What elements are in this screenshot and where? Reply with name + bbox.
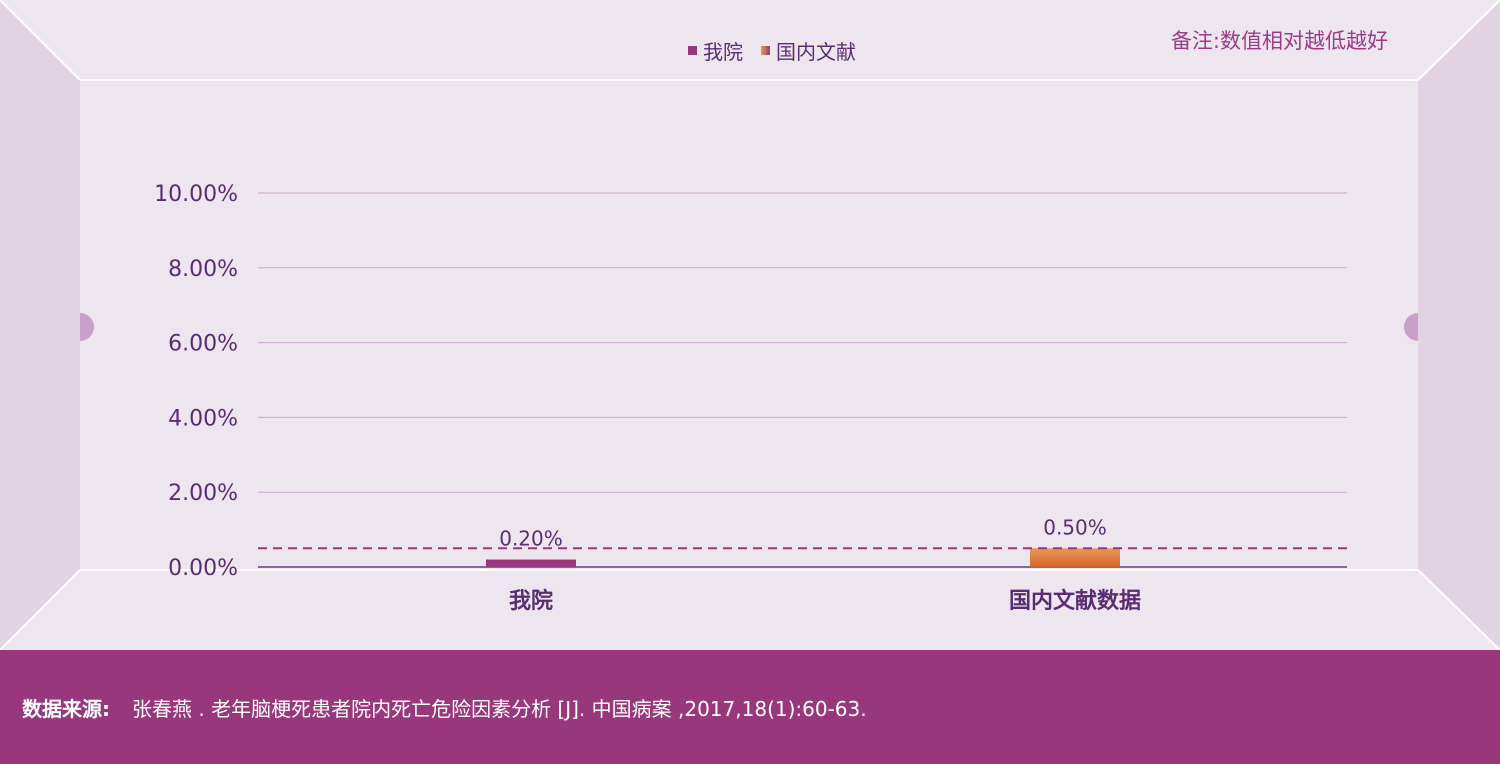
right-tab-decoration bbox=[1404, 313, 1418, 341]
footer-source-label: 数据来源: bbox=[22, 696, 110, 721]
x-tick-label: 国内文献数据 bbox=[1009, 588, 1141, 614]
footer-source-bar: 数据来源: 张春燕 . 老年脑梗死患者院内死亡危险因素分析 [J]. 中国病案 … bbox=[0, 650, 1500, 764]
y-tick-label: 2.00% bbox=[168, 481, 238, 506]
bar bbox=[486, 559, 576, 567]
x-tick-label: 我院 bbox=[509, 588, 553, 614]
x-axis-labels: 我院 国内文献数据 bbox=[509, 588, 1141, 614]
bars bbox=[486, 548, 1120, 567]
left-tab-decoration bbox=[80, 313, 94, 341]
legend-label-domestic-literature: 国内文献 bbox=[776, 40, 856, 64]
data-label: 0.20% bbox=[499, 527, 563, 551]
y-tick-label: 8.00% bbox=[168, 257, 238, 282]
footer-source-citation: 张春燕 . 老年脑梗死患者院内死亡危险因素分析 [J]. 中国病案 ,2017,… bbox=[132, 696, 867, 721]
gridlines bbox=[258, 192, 1347, 568]
y-axis-ticks: 0.00% 2.00% 4.00% 6.00% 8.00% 10.00% bbox=[154, 182, 238, 581]
note-text: 备注:数值相对越低越好 bbox=[1170, 29, 1388, 53]
y-tick-label: 0.00% bbox=[168, 556, 238, 581]
decorative-frame bbox=[0, 0, 1500, 650]
legend-swatch-domestic-literature bbox=[761, 46, 770, 55]
legend-swatch-our-hospital bbox=[688, 46, 697, 55]
y-tick-label: 10.00% bbox=[154, 182, 238, 207]
y-tick-label: 4.00% bbox=[168, 406, 238, 431]
value-labels: 0.20% 0.50% bbox=[499, 515, 1107, 550]
legend-label-our-hospital: 我院 bbox=[703, 40, 743, 64]
legend: 我院 国内文献 bbox=[688, 36, 856, 65]
bar bbox=[1030, 548, 1120, 567]
legend-item-domestic-literature: 国内文献 bbox=[761, 36, 856, 65]
legend-item-our-hospital: 我院 bbox=[688, 36, 743, 65]
data-label: 0.50% bbox=[1043, 515, 1107, 539]
bar-chart: 0.00% 2.00% 4.00% 6.00% 8.00% 10.00% 0.20% 0.5… bbox=[154, 182, 1347, 614]
y-tick-label: 6.00% bbox=[168, 332, 238, 357]
